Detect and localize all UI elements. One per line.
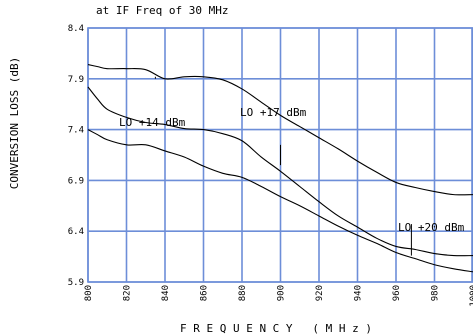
series-labels: LO +14 dBm LO +17 dBm LO +20 dBm [119, 106, 465, 234]
x-tick-label: 900 [277, 285, 287, 301]
y-tick-label: 7.4 [68, 126, 84, 136]
x-tick-label: 840 [161, 285, 171, 301]
plot-frame [87, 27, 473, 283]
x-tick-label: 980 [431, 285, 441, 301]
label-leaders [154, 76, 412, 256]
y-tick-labels: 5.9 6.4 6.9 7.4 7.9 8.4 [68, 24, 84, 288]
curves [87, 64, 473, 273]
series-line-1 [87, 64, 473, 196]
y-tick-label: 6.9 [68, 176, 84, 186]
x-tick-label: 800 [84, 285, 94, 301]
x-tick-label: 860 [200, 285, 210, 301]
x-tick-labels: 800 820 840 860 880 900 920 940 960 980 1000 [84, 285, 473, 307]
chart-title: at IF Freq of 30 MHz [96, 4, 228, 17]
x-tick-label: 820 [123, 285, 133, 301]
y-tick-label: 6.4 [68, 227, 84, 237]
series-line-2 [87, 86, 473, 257]
x-tick-label: 1000 [469, 285, 473, 307]
y-axis-label: CONVERSION LOSS (dB) [8, 57, 21, 189]
y-tick-label: 5.9 [68, 278, 84, 288]
x-tick-label: 880 [238, 285, 248, 301]
x-tick-label: 940 [354, 285, 364, 301]
x-tick-label: 920 [315, 285, 325, 301]
series-label-2: LO +17 dBm [240, 106, 307, 119]
series-label-3: LO +20 dBm [398, 221, 465, 234]
y-tick-label: 7.9 [68, 75, 84, 85]
series-line-3 [87, 129, 473, 273]
x-axis-label: F R E Q U E N C Y ( M H z ) [180, 322, 372, 335]
x-tick-label: 960 [392, 285, 402, 301]
y-tick-label: 8.4 [68, 24, 84, 34]
series-label-1: LO +14 dBm [119, 116, 186, 129]
